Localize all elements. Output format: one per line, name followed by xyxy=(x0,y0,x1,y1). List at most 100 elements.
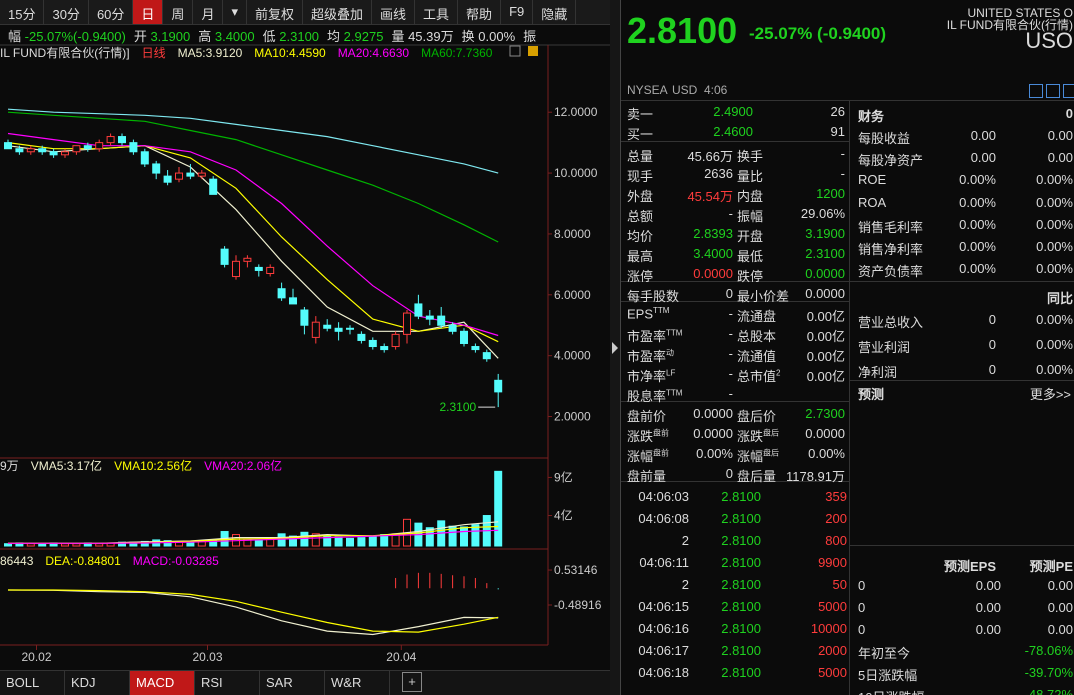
superscript: TTM xyxy=(666,328,683,338)
toolbar-button[interactable]: 日 xyxy=(133,0,164,24)
finance-cell: 0 xyxy=(988,337,996,352)
book-cell: 45.66万 xyxy=(687,149,733,164)
tab[interactable]: SAR xyxy=(260,671,325,695)
book-cell: 均价 xyxy=(627,229,654,244)
book-cell: 0 xyxy=(725,286,733,301)
toolbar-button[interactable]: ▾ xyxy=(223,0,247,24)
candle-body xyxy=(289,297,297,305)
icon[interactable] xyxy=(1063,84,1074,98)
candle-body xyxy=(437,315,446,326)
trade-cell: 50 xyxy=(832,577,847,592)
icon[interactable] xyxy=(1029,84,1043,98)
book-cell: 量比 xyxy=(737,169,764,184)
book-cell: 29.06% xyxy=(800,206,845,221)
arrow-icon[interactable] xyxy=(610,338,620,358)
volume-bar xyxy=(289,535,297,547)
candle-body xyxy=(482,352,491,360)
icon[interactable] xyxy=(509,45,521,57)
book-cell: 最高 xyxy=(627,249,654,264)
candle-body xyxy=(163,175,172,183)
candle-body xyxy=(277,288,286,299)
candle-body xyxy=(175,172,183,180)
tab[interactable]: RSI xyxy=(195,671,260,695)
candle-body xyxy=(26,148,35,153)
book-cell: 2.4600 xyxy=(713,124,753,139)
tab[interactable]: KDJ xyxy=(65,671,130,695)
tab[interactable]: W&R xyxy=(325,671,390,695)
icon[interactable] xyxy=(528,46,538,56)
toolbar-button[interactable]: F9 xyxy=(501,0,534,24)
trade-cell: 04:06:17 xyxy=(638,643,689,658)
toolbar-button[interactable]: 帮助 xyxy=(458,0,502,24)
book-cell: 外盘 xyxy=(627,189,654,204)
book-cell: 盘前价 xyxy=(627,409,667,424)
low-label: 2.3100 xyxy=(439,400,476,414)
toolbar-button[interactable]: 工具 xyxy=(415,0,459,24)
candle-body xyxy=(471,346,480,351)
book-cell: 91 xyxy=(830,124,845,139)
trade-cell: 2.8100 xyxy=(721,511,761,526)
book-cell: - xyxy=(728,346,733,361)
candle-body xyxy=(83,145,92,150)
trade-cell: 2 xyxy=(681,533,689,548)
divider xyxy=(849,545,1074,546)
candle-body xyxy=(140,151,149,165)
volume-bar xyxy=(38,543,47,547)
candle-body xyxy=(323,324,332,329)
tab[interactable]: MACD xyxy=(130,671,195,695)
security-name: IL FUND有限合伙(行情) xyxy=(946,18,1073,32)
divider xyxy=(849,100,850,695)
trade-cell: 04:06:08 xyxy=(638,511,689,526)
quote-panel: 2.8100 -25.07% (-0.9400) UNITED STATES O IL… xyxy=(620,0,1074,695)
icon[interactable] xyxy=(1046,84,1060,98)
toolbar: 15分 30分 60分日周月 ▾ 前复权 超级叠加 画线 工具 帮助 F9 隐藏 xyxy=(0,0,610,25)
book-cell: 涨幅盘后 xyxy=(737,448,780,464)
book-cell: 内盘 xyxy=(737,189,764,204)
toolbar-button[interactable]: 15分 xyxy=(0,0,45,24)
toolbar-button[interactable]: 前复权 xyxy=(247,0,303,24)
price-tick-label: 8.0000 xyxy=(554,227,591,241)
book-cell: 涨停 xyxy=(627,269,654,284)
price-tick-label: 12.0000 xyxy=(554,105,598,119)
book-cell: 1178.91万 xyxy=(785,469,845,484)
trade-cell: 2000 xyxy=(818,643,847,658)
price-change: -25.07% (-0.9400) xyxy=(749,24,887,43)
book-cell: 振幅 xyxy=(737,209,764,224)
toolbar-button[interactable]: 30分 xyxy=(44,0,89,24)
toolbar-button[interactable]: 60分 xyxy=(89,0,134,24)
toolbar-button[interactable]: 隐藏 xyxy=(533,0,577,24)
book-cell: 0.0000 xyxy=(693,266,733,281)
more-link[interactable]: 更多>> xyxy=(1029,387,1071,402)
price-tick-label: 6.0000 xyxy=(554,288,591,302)
toolbar-button[interactable]: 画线 xyxy=(372,0,416,24)
book-cell: 2.3100 xyxy=(805,246,845,261)
book-cell: 2636 xyxy=(704,166,733,181)
finance-cell: 营业总收入 xyxy=(858,315,924,330)
legend-entry: VMA5:3.17亿 xyxy=(31,458,102,473)
quote-value: 2.3100 xyxy=(279,29,320,44)
book-cell: 2.4900 xyxy=(713,104,753,119)
divider xyxy=(621,401,849,402)
quote-item: 振 xyxy=(523,26,536,44)
book-cell: 3.1900 xyxy=(805,226,845,241)
superscript: 盘后 xyxy=(763,428,780,438)
toolbar-button[interactable]: 月 xyxy=(193,0,224,24)
finance-cell: 0.00 xyxy=(970,128,996,143)
toolbar-button[interactable]: 周 xyxy=(163,0,194,24)
toolbar-button[interactable]: 超级叠加 xyxy=(303,0,373,24)
tab[interactable]: BOLL xyxy=(0,671,65,695)
forecast-cell: 0.00 xyxy=(1047,578,1073,593)
candle-body xyxy=(460,330,468,344)
add-tab[interactable]: + xyxy=(402,672,422,692)
forecast-header: 预测EPS xyxy=(943,559,996,574)
legend-entry: DEA:-0.84801 xyxy=(45,554,121,568)
divider xyxy=(621,100,1074,101)
finance-cell: 0.00% xyxy=(959,172,996,188)
finance-cell: 销售净利率 xyxy=(858,242,924,257)
quote-value: 3.4000 xyxy=(214,29,255,44)
book-cell: 盘后量 xyxy=(737,469,777,484)
perf-label: 5日涨跌幅 xyxy=(858,668,918,683)
book-cell: 现手 xyxy=(627,169,654,184)
book-cell: 0.00% xyxy=(808,446,845,461)
book-cell: 每手股数 xyxy=(627,289,680,304)
